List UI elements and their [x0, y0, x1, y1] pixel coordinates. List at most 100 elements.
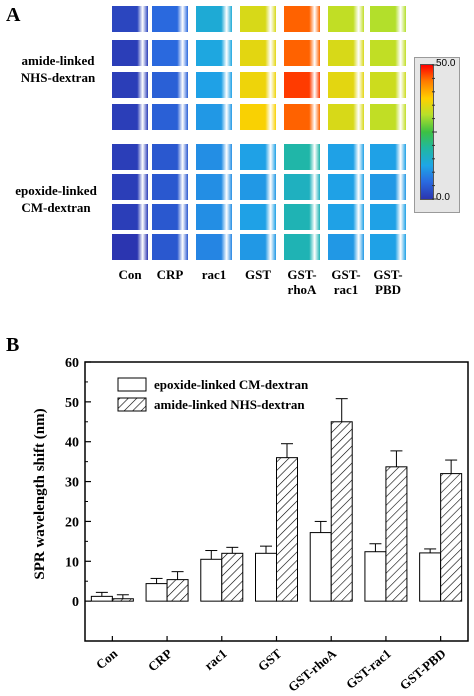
heatmap-cell	[328, 72, 364, 98]
y-tick-label: 60	[65, 356, 79, 371]
bar	[276, 457, 298, 602]
bar	[166, 579, 189, 602]
column-label-2: rac1	[184, 267, 244, 282]
column-label-line: PBD	[375, 282, 401, 297]
heatmap-cell	[196, 144, 232, 170]
heatmap-cell	[328, 104, 364, 130]
column-label-line: CRP	[156, 267, 184, 282]
x-tick-label: rac1	[201, 646, 229, 673]
heatmap-cell	[284, 204, 320, 230]
bar	[200, 558, 223, 602]
heatmap-cell	[112, 234, 148, 260]
bar	[364, 551, 387, 602]
y-tick-label: 0	[72, 595, 79, 610]
heatmap-cell	[284, 144, 320, 170]
y-tick-label: 30	[65, 476, 79, 491]
heatmap-cell	[284, 174, 320, 200]
panel-a-label: A	[6, 4, 21, 26]
heatmap-cell	[328, 6, 364, 32]
legend-swatch	[117, 377, 147, 392]
heatmap-cell	[196, 104, 232, 130]
heatmap-cell	[284, 234, 320, 260]
heatmap-cell	[370, 40, 406, 66]
heatmap-cell	[196, 72, 232, 98]
heatmap-cell	[112, 144, 148, 170]
column-label-line: rac1	[201, 267, 227, 282]
heatmap-cell	[112, 40, 148, 66]
heatmap-cell	[284, 104, 320, 130]
heatmap-cell	[240, 144, 276, 170]
x-tick-label: GST-rhoA	[285, 645, 340, 694]
column-label-line: GST-	[373, 267, 403, 282]
y-tick-label: 50	[65, 396, 79, 411]
row-group-line: amide-linked	[21, 53, 95, 68]
colorbar-ticks	[432, 64, 437, 200]
bar	[309, 532, 332, 602]
heatmap-cell	[240, 72, 276, 98]
bar	[111, 598, 134, 602]
heatmap-cell	[196, 6, 232, 32]
bar	[440, 473, 463, 602]
column-label-3: GST	[228, 267, 288, 282]
heatmap-cell	[370, 72, 406, 98]
heatmap-cell	[328, 40, 364, 66]
heatmap-cell	[152, 104, 188, 130]
heatmap-cell	[328, 234, 364, 260]
heatmap-cell	[196, 234, 232, 260]
heatmap-cell	[152, 72, 188, 98]
heatmap-cell	[152, 40, 188, 66]
column-label-1: CRP	[140, 267, 200, 282]
column-label-line: Con	[118, 267, 142, 282]
heatmap-cell	[112, 204, 148, 230]
heatmap-cell	[240, 40, 276, 66]
heatmap-cell	[240, 234, 276, 260]
column-label-line: rac1	[333, 282, 359, 297]
column-label-line: GST-	[287, 267, 317, 282]
row-group-label-amide: amide-linked NHS-dextran	[8, 52, 108, 86]
heatmap-cell	[370, 234, 406, 260]
x-tick-label: GST-rac1	[343, 646, 394, 692]
bar	[221, 552, 244, 602]
heatmap-cell	[112, 6, 148, 32]
bar	[255, 552, 277, 602]
heatmap-cell	[370, 144, 406, 170]
heatmap-cell	[240, 204, 276, 230]
bar	[419, 552, 442, 602]
heatmap-cell	[240, 104, 276, 130]
bar	[385, 466, 408, 602]
column-label-5: GST-rac1	[316, 267, 376, 297]
column-label-4: GST-rhoA	[272, 267, 332, 297]
column-label-line: GST	[244, 267, 271, 282]
heatmap-cell	[328, 204, 364, 230]
x-tick-label: Con	[93, 645, 121, 672]
x-tick-label: GST-PBD	[397, 646, 449, 693]
heatmap-cell	[152, 174, 188, 200]
colorbar-min-label: 0.0	[436, 192, 450, 203]
row-group-line: epoxide-linked	[15, 183, 97, 198]
column-label-6: GST- PBD	[358, 267, 418, 297]
bar	[90, 595, 113, 602]
heatmap-cell	[284, 40, 320, 66]
heatmap-cell	[112, 104, 148, 130]
row-group-line: CM-dextran	[21, 200, 91, 215]
panel-b-label: B	[6, 334, 20, 356]
row-group-label-epoxide: epoxide-linked CM-dextran	[2, 182, 110, 216]
column-label-line: GST-	[331, 267, 361, 282]
legend-swatch	[117, 397, 147, 412]
row-group-line: NHS-dextran	[20, 70, 96, 85]
legend-label: amide-linked NHS-dextran	[154, 397, 305, 412]
heatmap-cell	[196, 40, 232, 66]
heatmap-cell	[370, 204, 406, 230]
bar	[145, 583, 168, 602]
heatmap-cell	[328, 174, 364, 200]
heatmap-cell	[370, 174, 406, 200]
heatmap-cell	[284, 72, 320, 98]
heatmap-cell	[152, 6, 188, 32]
heatmap-cell	[112, 174, 148, 200]
column-label-0: Con	[100, 267, 160, 282]
heatmap-cell	[152, 234, 188, 260]
legend-label: epoxide-linked CM-dextran	[154, 377, 309, 392]
heatmap-cell	[196, 204, 232, 230]
heatmap-cell	[112, 72, 148, 98]
